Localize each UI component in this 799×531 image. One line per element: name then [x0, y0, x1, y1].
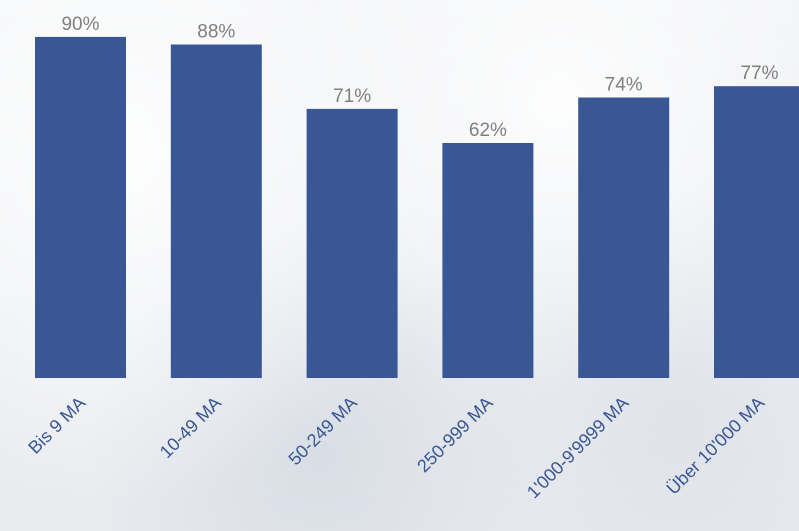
x-tick-label-5: Über 10'000 MA [663, 393, 769, 499]
value-label-2: 71% [333, 86, 371, 107]
value-labels-group: 90% 88% 71% 62% 74% 77% [61, 14, 778, 141]
bar-1 [170, 44, 262, 378]
bar-5 [714, 86, 799, 378]
x-tick-labels-group: Bis 9 MA 10-49 MA 50-249 MA 250-999 MA 1'000… [24, 393, 768, 503]
value-label-5: 77% [740, 63, 778, 84]
bar-3 [442, 143, 534, 378]
x-tick-label-1: 10-49 MA [156, 393, 225, 462]
x-tick-label-3: 250-999 MA [413, 393, 496, 476]
x-tick-label-4: 1'000-9'9999 MA [523, 393, 633, 503]
value-label-4: 74% [605, 75, 643, 96]
x-tick-label-2: 50-249 MA [285, 393, 361, 469]
bars-group [35, 36, 799, 379]
value-label-0: 90% [61, 14, 99, 35]
bar-2 [306, 108, 398, 379]
x-tick-label-0: Bis 9 MA [24, 393, 89, 458]
value-label-1: 88% [197, 22, 235, 43]
value-label-3: 62% [469, 120, 507, 141]
bar-4 [578, 97, 670, 378]
bar-0 [35, 36, 126, 379]
